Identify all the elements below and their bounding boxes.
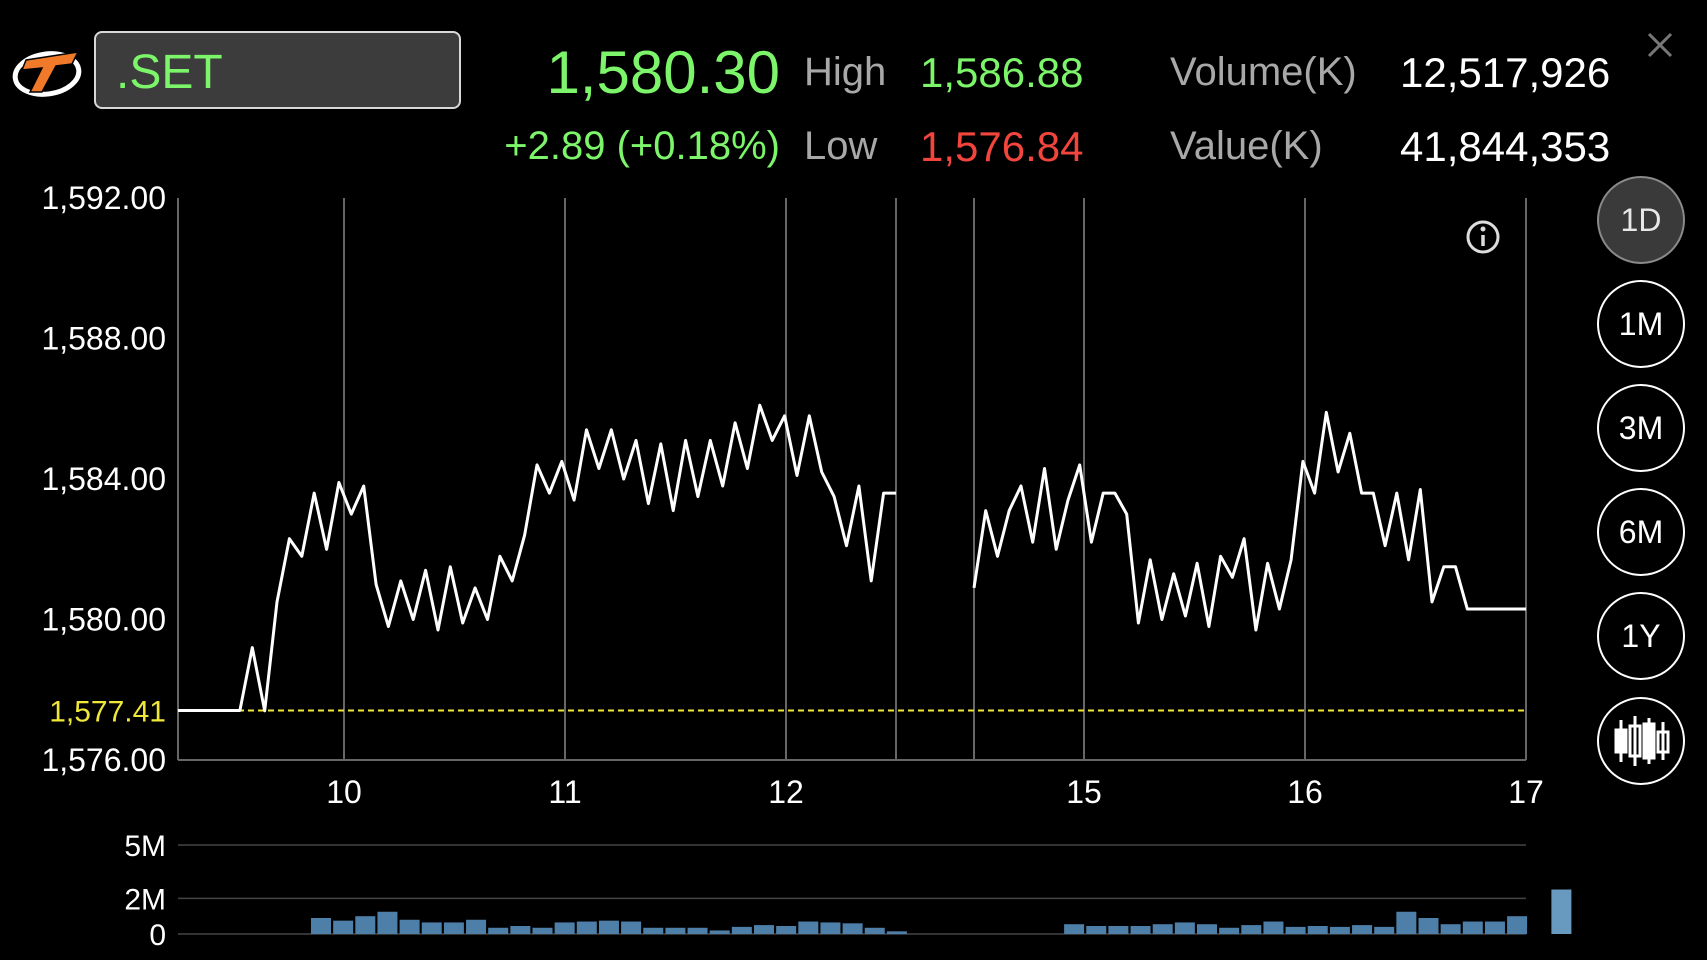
volume-bar: [1108, 925, 1129, 934]
y-tick-label: 1,584.00: [41, 461, 166, 497]
volume-bar: [1263, 921, 1284, 934]
volume-bar: [1241, 925, 1262, 934]
y-tick-label: 1,580.00: [41, 602, 166, 638]
range-button-label: 6M: [1618, 513, 1664, 550]
x-tick-label: 17: [1508, 774, 1544, 810]
volume-bar: [1285, 926, 1306, 934]
x-tick-label: 11: [548, 774, 581, 810]
volume-tick-label: 0: [149, 919, 166, 952]
volume-bar: [355, 916, 376, 934]
x-tick-label: 16: [1287, 774, 1323, 810]
volume-bar: [443, 922, 464, 934]
volume-bar: [665, 927, 686, 934]
volume-bar: [754, 925, 774, 934]
volume-bar: [709, 930, 730, 934]
value-label: Value(K): [1170, 124, 1323, 168]
volume-bar: [864, 927, 885, 934]
volume-bar: [1484, 921, 1505, 934]
volume-bar: [1130, 925, 1151, 934]
volume-bar: [1374, 926, 1395, 934]
range-button-label: 3M: [1618, 409, 1664, 446]
volume-bar: [399, 919, 420, 934]
symbol-text: .SET: [116, 46, 223, 99]
volume-bar: [643, 927, 664, 934]
range-button-1d[interactable]: 1D: [1597, 176, 1685, 264]
volume-bar: [731, 926, 752, 934]
prev-close-label: 1,577.41: [49, 695, 166, 728]
volume-bar: [820, 922, 841, 934]
volume-bar: [510, 925, 531, 934]
high-label: High: [804, 50, 887, 94]
volume-bar: [1352, 925, 1373, 934]
range-button-1m[interactable]: 1M: [1597, 280, 1685, 368]
candlestick-toggle[interactable]: [1597, 697, 1685, 785]
volume-bar: [576, 921, 597, 934]
volume-bar: [1197, 924, 1217, 934]
range-button-3m[interactable]: 3M: [1597, 384, 1685, 472]
price-chart: 10 11 12 15 16 17 1,592.00 1,588.00 1,584.00 1,58…: [41, 180, 1572, 952]
range-button-label: 1D: [1620, 201, 1662, 238]
volume-bar: [886, 931, 907, 934]
low-label: Low: [804, 124, 878, 168]
volume-bar: [377, 911, 398, 934]
info-icon[interactable]: [1466, 220, 1500, 254]
range-button-1y[interactable]: 1Y: [1597, 592, 1685, 680]
y-tick-label: 1,588.00: [41, 321, 166, 357]
x-tick-label: 12: [768, 774, 804, 810]
volume-label: Volume(K): [1170, 50, 1357, 94]
volume-bar: [1174, 922, 1195, 934]
candlestick-icon: [1614, 716, 1670, 766]
volume-bar: [311, 917, 331, 934]
volume-bar: [1462, 921, 1483, 934]
volume-bar: [776, 925, 797, 934]
volume-bar: [1329, 926, 1350, 934]
x-tick-label: 15: [1066, 774, 1102, 810]
volume-bar: [621, 921, 642, 934]
volume-bar: [421, 922, 442, 934]
volume-bar: [532, 927, 553, 934]
volume-bar: [1219, 927, 1240, 934]
volume-bar: [554, 922, 575, 934]
brand-logo-icon: [12, 51, 82, 97]
volume-bar: [1440, 924, 1461, 934]
volume-value: 12,517,926: [1400, 49, 1611, 96]
range-button-6m[interactable]: 6M: [1597, 488, 1685, 576]
volume-tick-label: 2M: [124, 883, 166, 916]
volume-bar: [598, 920, 619, 934]
volume-bar: [1064, 924, 1085, 934]
low-value: 1,576.84: [920, 123, 1084, 170]
value-value: 41,844,353: [1400, 123, 1611, 170]
price-change: +2.89 (+0.18%): [504, 124, 780, 168]
volume-bar: [1418, 917, 1439, 934]
range-button-label: 1M: [1618, 305, 1664, 342]
last-price: 1,580.30: [546, 39, 780, 106]
y-tick-label: 1,576.00: [41, 742, 166, 778]
high-value: 1,586.88: [920, 49, 1084, 96]
volume-bar: [1152, 924, 1173, 934]
volume-bar: [1307, 925, 1328, 934]
volume-bar: [488, 927, 509, 934]
volume-bar: [1396, 911, 1417, 934]
volume-bar: [842, 923, 863, 934]
close-icon[interactable]: [1643, 28, 1677, 62]
volume-bar: [798, 921, 819, 934]
x-tick-label: 10: [326, 774, 362, 810]
volume-tick-label: 5M: [124, 830, 166, 863]
symbol-search-field[interactable]: .SET: [94, 31, 461, 109]
volume-bar: [466, 919, 487, 934]
price-line-series: [178, 403, 896, 713]
volume-bar: [1507, 916, 1528, 934]
y-tick-label: 1,592.00: [41, 180, 166, 216]
volume-bar: [333, 920, 354, 934]
volume-bar: [1551, 889, 1572, 934]
price-line-series: [972, 410, 1526, 632]
volume-bar: [687, 927, 708, 934]
volume-bar: [1086, 925, 1107, 934]
range-button-label: 1Y: [1621, 617, 1661, 654]
